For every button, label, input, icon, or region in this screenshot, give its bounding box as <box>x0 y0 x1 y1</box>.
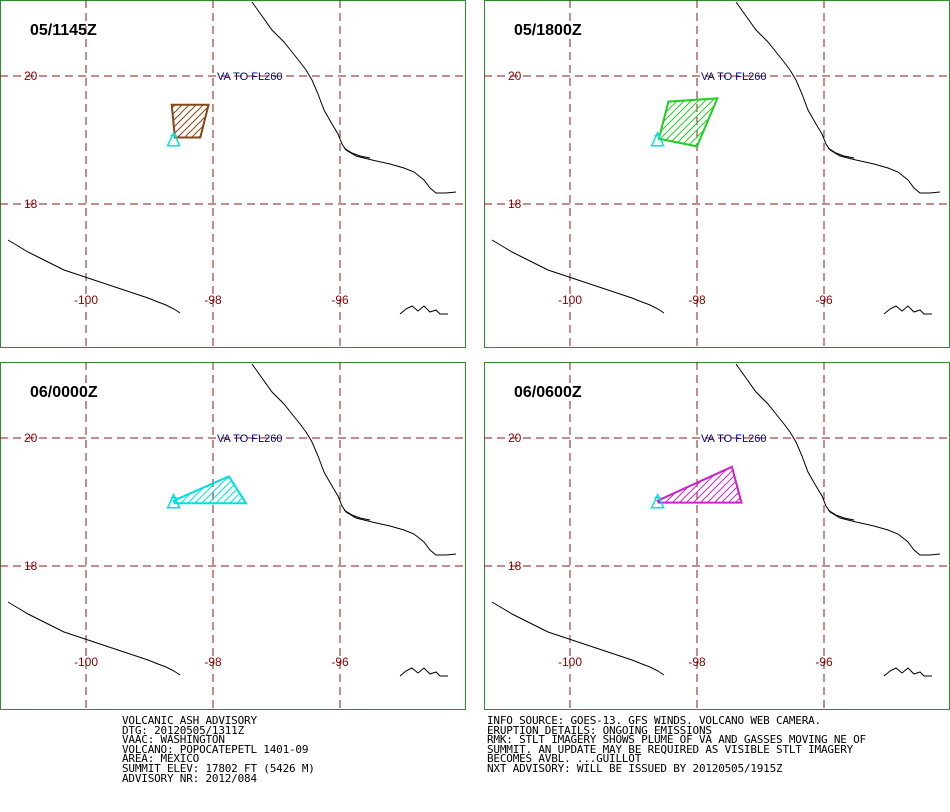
advisory-line: RMK: STLT IMAGERY SHOWS PLUME OF VA AND … <box>487 733 866 747</box>
lon-label: -96 <box>815 293 833 307</box>
lat-label: 18 <box>508 559 522 573</box>
advisory-line: NXT ADVISORY: WILL BE ISSUED BY 20120505… <box>487 761 783 775</box>
panel-time: 05/1800Z <box>514 22 582 39</box>
lat-label: 18 <box>24 197 38 211</box>
advisory-line: BECOMES AVBL. ...GUILLOT <box>487 752 642 766</box>
lon-label: -96 <box>331 293 349 307</box>
coastline <box>491 239 665 314</box>
map-panel-4: 20 18 -100 -98 -96 VA TO FL260 06/0600Z <box>484 362 950 710</box>
coastline <box>399 667 448 677</box>
advisory-line: INFO SOURCE: GOES-13. GFS WINDS. VOLCANO… <box>487 714 821 727</box>
advisory-line: SUMMIT. AN UPDATE MAY BE REQUIRED AS VIS… <box>487 742 854 756</box>
va-annotation: VA TO FL260 <box>701 71 766 83</box>
panel-border <box>0 0 466 348</box>
advisory-line: VAAC: WASHINGTON <box>122 733 225 747</box>
lon-label: -96 <box>815 655 833 669</box>
volcano-icon <box>650 492 665 509</box>
lat-label: 20 <box>24 431 38 445</box>
lat-label: 18 <box>508 197 522 211</box>
lon-label: -98 <box>204 655 222 669</box>
coastline <box>343 509 371 521</box>
advisory-line: DTG: 20120505/1311Z <box>122 723 245 737</box>
lat-label: 20 <box>24 69 38 83</box>
ash-polygon <box>657 97 719 148</box>
coastline <box>827 147 855 159</box>
panel-border <box>0 362 466 710</box>
coastline <box>399 305 448 315</box>
panel-border <box>484 362 950 710</box>
lon-label: -100 <box>558 293 582 307</box>
map-panel-3: 20 18 -100 -98 -96 VA TO FL260 06/0000Z <box>0 362 466 710</box>
va-annotation: VA TO FL260 <box>217 71 282 83</box>
panel-time: 06/0600Z <box>514 384 582 401</box>
volcano-icon <box>166 492 181 509</box>
coastline <box>827 509 855 521</box>
lat-label: 20 <box>508 69 522 83</box>
map-panel-2: 20 18 -100 -98 -96 VA TO FL260 05/1800Z <box>484 0 950 348</box>
coastline <box>883 305 932 315</box>
advisory-line: VOLCANIC ASH ADVISORY <box>122 714 257 727</box>
ash-polygon <box>656 465 743 504</box>
lon-label: -98 <box>688 655 706 669</box>
advisory-text-right: INFO SOURCE: GOES-13. GFS WINDS. VOLCANO… <box>487 714 866 775</box>
lon-label: -96 <box>331 655 349 669</box>
coastline <box>883 667 932 677</box>
lon-label: -100 <box>74 293 98 307</box>
map-svg: 20 18 -100 -98 -96 VA TO FL260 05/1145Z <box>0 0 466 348</box>
coastline <box>251 1 457 194</box>
advisory-line: VOLCANO: POPOCATEPETL 1401-09 <box>122 742 309 756</box>
advisory-line: AREA: MEXICO <box>122 752 200 766</box>
advisory-line: ERUPTION DETAILS: ONGOING EMISSIONS <box>487 723 712 737</box>
lon-label: -100 <box>558 655 582 669</box>
va-annotation: VA TO FL260 <box>217 433 282 445</box>
volcano-icon <box>650 130 665 147</box>
map-svg: 20 18 -100 -98 -96 VA TO FL260 06/0600Z <box>484 362 950 710</box>
map-svg: 20 18 -100 -98 -96 VA TO FL260 05/1800Z <box>484 0 950 348</box>
advisory-line: ADVISORY NR: 2012/084 <box>122 771 257 785</box>
coastline <box>735 363 941 556</box>
lon-label: -100 <box>74 655 98 669</box>
coastline <box>343 147 371 159</box>
panel-time: 05/1145Z <box>30 22 97 39</box>
coastline <box>7 239 181 314</box>
advisory-text-left: VOLCANIC ASH ADVISORY DTG: 20120505/1311… <box>122 714 315 785</box>
coastline <box>7 601 181 676</box>
map-svg: 20 18 -100 -98 -96 VA TO FL260 06/0000Z <box>0 362 466 710</box>
map-panel-1: 20 18 -100 -98 -96 VA TO FL260 05/1145Z <box>0 0 466 348</box>
coastline <box>735 1 941 194</box>
ash-polygon <box>170 103 210 139</box>
va-annotation: VA TO FL260 <box>701 433 766 445</box>
lon-label: -98 <box>204 293 222 307</box>
advisory-line: SUMMIT ELEV: 17802 FT (5426 M) <box>122 761 315 775</box>
lat-label: 18 <box>24 559 38 573</box>
lat-label: 20 <box>508 431 522 445</box>
lon-label: -98 <box>688 293 706 307</box>
panel-border <box>484 0 950 348</box>
coastline <box>251 363 457 556</box>
coastline <box>491 601 665 676</box>
panel-time: 06/0000Z <box>30 384 98 401</box>
volcano-icon <box>166 130 181 147</box>
ash-polygon <box>172 475 248 505</box>
